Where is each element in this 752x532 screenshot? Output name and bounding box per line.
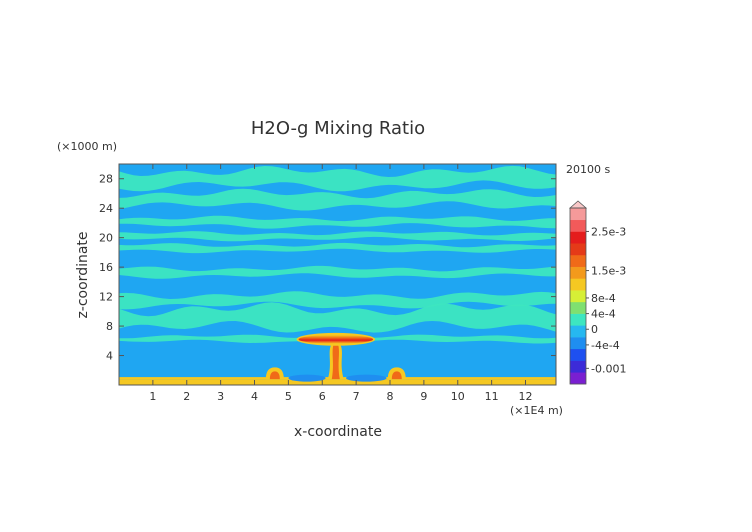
x-tick-label: 12 [519,390,533,403]
x-axis: 1 2 3 4 5 6 7 8 9 10 11 12 [149,164,533,403]
drying-zone [345,374,387,382]
surface-moist-layer [119,379,556,385]
colorbar-swatch [570,372,586,385]
moist-band [119,188,556,211]
colorbar: 2.5e-3 1.5e-3 8e-4 4e-4 0 -4e-4 -0.001 [568,200,626,385]
y-tick-label: 8 [106,320,113,333]
colorbar-swatch [570,208,586,221]
x-tick-label: 4 [251,390,258,403]
colorbar-swatch [570,243,586,256]
colorbar-swatch [570,348,586,361]
drying-zone [288,374,326,382]
x-tick-label: 9 [420,390,427,403]
x-tick-label: 10 [451,390,465,403]
y-axis: 4 8 12 16 20 24 28 [99,173,556,363]
colorbar-swatch [570,278,586,291]
side-plume [269,371,280,380]
colorbar-swatch [570,231,586,244]
plot-frame [118,163,557,386]
moist-band [119,302,556,333]
moist-band [119,291,556,310]
time-label: 20100 s [566,163,610,176]
colorbar-frame [569,207,587,385]
x-tick-label: 1 [149,390,156,403]
moist-band [119,165,556,192]
y-unit-label: (×1000 m) [57,140,117,153]
moist-band [119,215,556,229]
y-tick-label: 12 [99,291,113,304]
moist-band [119,265,556,279]
colorbar-swatch [570,254,586,267]
x-tick-label: 2 [183,390,190,403]
moist-band [119,231,556,242]
x-tick-label: 3 [217,390,224,403]
colorbar-label: 0 [591,323,598,336]
chart-title: H2O-g Mixing Ratio [251,118,425,139]
y-tick-label: 28 [99,173,113,186]
x-tick-label: 6 [319,390,326,403]
y-tick-label: 16 [99,261,113,274]
colorbar-swatch [570,325,586,338]
colorbar-swatch [570,301,586,314]
colorbar-swatch [570,266,586,279]
x-tick-label: 5 [285,390,292,403]
x-unit-label: (×1E4 m) [510,404,563,417]
colorbar-label: 1.5e-3 [591,265,626,278]
x-tick-label: 8 [387,390,394,403]
x-tick-label: 11 [485,390,499,403]
plot-area [119,164,556,385]
colorbar-swatch [570,290,586,303]
moist-band [119,242,556,254]
y-tick-label: 4 [106,350,113,363]
colorbar-swatch [570,337,586,350]
x-tick-label: 7 [353,390,360,403]
anvil [298,334,374,344]
colorbar-swatch [570,360,586,373]
y-tick-label: 20 [99,232,113,245]
colorbar-swatch [570,313,586,326]
updraft-core [331,343,340,380]
colorbar-swatch [570,219,586,232]
side-plume [391,371,402,380]
colorbar-extend-arrow [568,200,588,209]
y-axis-title: z-coordinate [75,231,91,318]
colorbar-label: 4e-4 [591,308,616,321]
x-axis-title: x-coordinate [294,424,382,440]
colorbar-label: 2.5e-3 [591,225,626,238]
colorbar-label: -0.001 [591,362,626,375]
colorbar-label: 8e-4 [591,292,616,305]
colorbar-label: -4e-4 [591,339,620,352]
y-tick-label: 24 [99,202,113,215]
